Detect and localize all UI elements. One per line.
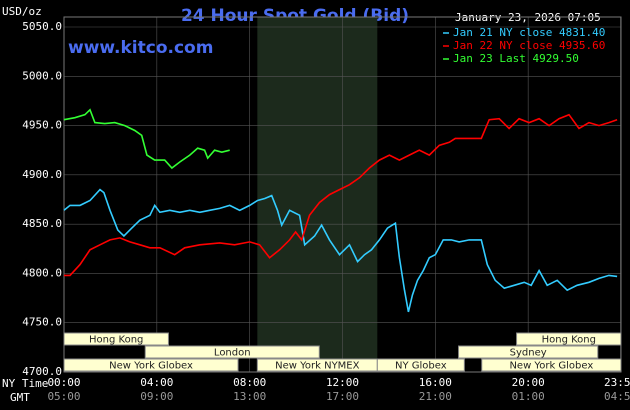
x-tick-label: 08:00 [233, 376, 266, 389]
session-label: NY Globex [395, 361, 447, 372]
gmt-tick-label: 01:00 [512, 390, 545, 403]
session-box [144, 345, 320, 359]
price-line [64, 113, 618, 277]
legend-label: Jan 21 NY close 4831.40 [453, 26, 605, 39]
x-tick-label: 04:00 [140, 376, 173, 389]
y-axis-label: USD/oz [2, 5, 42, 18]
x-row-label: NY Time [2, 377, 48, 390]
y-tick-label: 4850.0 [22, 217, 62, 230]
session-label: Hong Kong [542, 335, 596, 346]
session-box [481, 358, 622, 372]
gmt-tick-label: 13:00 [233, 390, 266, 403]
session-label: Hong Kong [89, 335, 143, 346]
y-tick-label: 4950.0 [22, 119, 62, 132]
gmt-tick-label: 04:59 [604, 390, 630, 403]
x-tick-label: 12:00 [326, 376, 359, 389]
gmt-tick-label: 09:00 [140, 390, 173, 403]
y-tick-label: 4750.0 [22, 316, 62, 329]
x-tick-label: 16:00 [419, 376, 452, 389]
session-box [516, 332, 622, 346]
session-label: London [214, 348, 251, 359]
session-box [63, 332, 169, 346]
session-label: New York Globex [109, 361, 193, 372]
x-tick-label: 23:59 [604, 376, 630, 389]
session-box [458, 345, 599, 359]
highlight-band [257, 17, 378, 372]
y-tick-label: 5050.0 [22, 20, 62, 33]
legend-label: Jan 22 NY close 4935.60 [453, 39, 605, 52]
y-tick-label: 4800.0 [22, 266, 62, 279]
session-box [63, 358, 239, 372]
session-label: New York NYMEX [275, 361, 360, 372]
plot-frame [63, 16, 622, 373]
session-label: Sydney [510, 348, 547, 359]
price-line [63, 108, 230, 170]
y-tick-label: 5000.0 [22, 69, 62, 82]
x-row-label: GMT [10, 391, 30, 404]
session-box [376, 358, 465, 372]
session-label: New York Globex [509, 361, 593, 372]
price-line [63, 188, 618, 313]
x-tick-label: 00:00 [47, 376, 80, 389]
y-tick-label: 4700.0 [22, 365, 62, 378]
gmt-tick-label: 17:00 [326, 390, 359, 403]
y-tick-label: 4900.0 [22, 168, 62, 181]
watermark: www.kitco.com [68, 38, 213, 58]
legend-label: Jan 23 Last 4929.50 [453, 52, 579, 65]
x-tick-label: 20:00 [512, 376, 545, 389]
gmt-tick-label: 21:00 [419, 390, 452, 403]
gmt-tick-label: 05:00 [47, 390, 80, 403]
